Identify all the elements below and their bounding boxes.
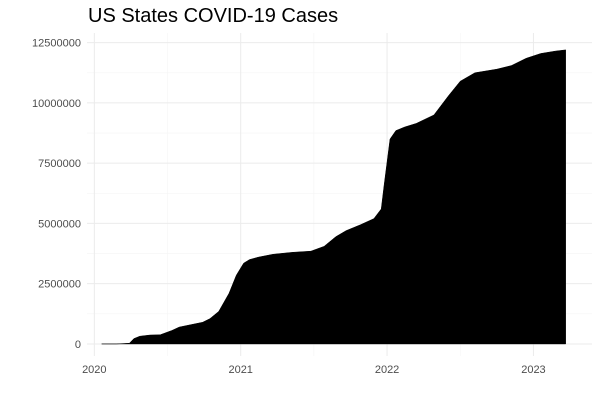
chart-title: US States COVID-19 Cases: [88, 5, 339, 27]
x-tick-label: 2020: [82, 364, 106, 376]
area-series-0: [101, 49, 566, 345]
data-layer: [101, 49, 566, 345]
y-tick-label: 2500000: [38, 279, 81, 291]
y-tick-label: 0: [75, 339, 81, 351]
y-tick-label: 7500000: [38, 158, 81, 170]
y-tick-label: 5000000: [38, 218, 81, 230]
axis-layer: 0 2500000 5000000 7500000 10000000 12500000 20…: [32, 38, 546, 376]
x-tick-label: 2022: [375, 364, 399, 376]
x-tick-label: 2021: [228, 364, 252, 376]
x-tick-label: 2023: [521, 364, 545, 376]
y-tick-label: 10000000: [32, 98, 81, 110]
y-tick-label: 12500000: [32, 38, 81, 50]
